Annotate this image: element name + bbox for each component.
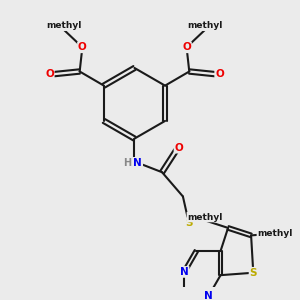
Text: N: N — [180, 267, 189, 277]
Text: H: H — [123, 158, 131, 168]
Text: S: S — [250, 268, 257, 278]
Text: methyl: methyl — [46, 21, 82, 30]
Text: O: O — [215, 69, 224, 79]
Text: O: O — [45, 69, 54, 79]
Text: N: N — [204, 291, 213, 300]
Text: O: O — [175, 143, 183, 153]
Text: N: N — [134, 158, 142, 168]
Text: methyl: methyl — [187, 213, 223, 222]
Text: methyl: methyl — [188, 21, 223, 30]
Text: O: O — [78, 42, 87, 52]
Text: O: O — [182, 42, 191, 52]
Text: S: S — [185, 218, 193, 228]
Text: methyl: methyl — [257, 229, 293, 238]
